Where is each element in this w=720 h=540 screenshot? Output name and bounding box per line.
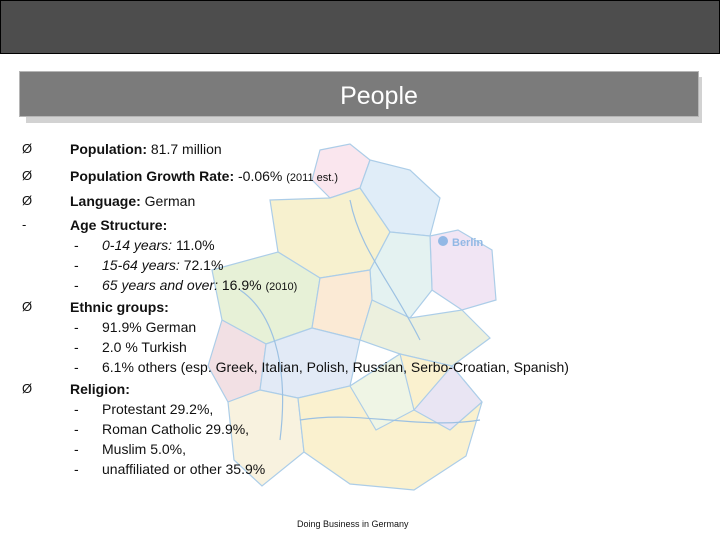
title-banner: People [19,71,699,117]
religion-item: - Muslim 5.0%, [74,441,187,457]
religion-label: Religion: [70,381,130,397]
ethnic-label: Ethnic groups: [70,299,169,315]
bullet-dash: - [22,217,27,232]
germany-map-image: Berlin [207,143,497,491]
bullet-arrow-icon: Ø [22,381,33,396]
age-item: -0-14 years: 11.0% [74,237,215,253]
age-label: Age Structure: [70,217,168,233]
map-river [239,289,284,441]
slide-title: People [340,82,418,110]
religion-item: - unaffiliated or other 35.9% [74,461,266,477]
bullet-arrow-icon: Ø [22,193,33,208]
slide-footer: Doing Business in Germany [297,519,409,529]
map-region [359,299,491,367]
growth-note: (2011 est.) [286,172,339,184]
berlin-marker [438,236,448,246]
map-river [349,199,421,341]
berlin-label: Berlin [452,237,483,249]
religion-item: - Protestant 29.2%, [74,401,214,417]
bullet-arrow-icon: Ø [22,299,33,314]
growth-label: Population Growth Rate: [70,168,235,184]
map-river [299,416,481,424]
language-label: Language: [70,193,141,209]
age-item: -15-64 years: 72.1% [74,257,224,273]
bullet-arrow-icon: Ø [22,141,33,156]
top-header-bar [0,0,720,54]
growth-value: -0.06% [238,168,283,184]
population-label: Population: [70,141,147,157]
ethnic-item: -6.1% others (esp. Greek, Italian, Polis… [74,359,569,375]
population-value: 81.7 million [150,141,222,157]
ethnic-item: -91.9% German [74,319,197,335]
bullet-arrow-icon: Ø [22,168,33,183]
age-item: -65 years and over: 16.9% (2010) [74,277,298,293]
ethnic-item: -2.0 % Turkish [74,339,187,355]
language-value: German [144,193,196,209]
religion-item: - Roman Catholic 29.9%, [74,421,250,437]
